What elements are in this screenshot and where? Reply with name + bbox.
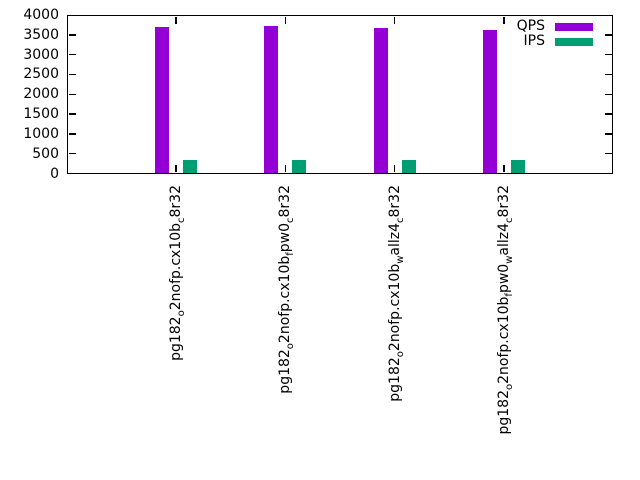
y-tick-left <box>68 93 76 95</box>
x-tick-top <box>393 16 396 24</box>
y-tick-right <box>604 34 612 36</box>
x-label-text: 2nofp.cx10b <box>168 222 185 311</box>
y-tick-left <box>68 73 76 76</box>
y-tick-label: 3500 <box>23 26 59 43</box>
x-label-text: pw0 <box>277 222 294 253</box>
x-category-label: pg182o2nofp.cx10bfpw0c8r32 <box>277 185 297 477</box>
x-label-subscript: w <box>394 255 406 264</box>
x-label-text: allz4 <box>386 222 403 256</box>
x-label-text: 8r32 <box>495 185 512 218</box>
y-tick-label: 1000 <box>23 125 59 142</box>
y-tick-label: 500 <box>32 145 59 162</box>
x-tick-top <box>503 16 505 24</box>
bar-qps-4 <box>482 30 497 174</box>
x-label-text: allz4 <box>495 222 512 256</box>
x-label-text: pw0 <box>495 263 512 294</box>
y-tick-label: 0 <box>50 165 59 182</box>
x-label-text: 8r32 <box>168 185 185 218</box>
x-label-subscript: o <box>503 383 515 390</box>
legend: QPS IPS <box>517 19 593 49</box>
x-tick-bottom <box>393 165 396 172</box>
y-tick-left <box>68 152 76 155</box>
x-label-subscript: c <box>285 217 297 223</box>
x-label-text: 8r32 <box>386 185 403 218</box>
y-tick-right <box>604 152 612 155</box>
y-tick-label: 2500 <box>23 66 59 83</box>
y-tick-left <box>68 133 76 135</box>
legend-label-ips: IPS <box>523 33 545 49</box>
bar-ips-2 <box>292 159 307 174</box>
y-tick-right <box>604 113 612 115</box>
x-label-subscript: c <box>394 217 406 223</box>
x-label-text: pg182 <box>277 349 294 394</box>
x-label-text: 2nofp.cx10b <box>386 263 403 352</box>
x-label-subscript: f <box>285 252 297 256</box>
x-tick-top <box>175 16 177 24</box>
legend-swatch-qps <box>555 22 593 31</box>
y-tick-right <box>604 93 612 95</box>
y-tick-label: 3000 <box>23 46 59 63</box>
x-label-text: pg182 <box>386 357 403 402</box>
bar-qps-2 <box>264 26 279 174</box>
legend-label-qps: QPS <box>516 18 545 34</box>
x-label-text: 2nofp.cx10b <box>277 255 294 344</box>
legend-swatch-ips <box>555 37 593 46</box>
y-tick-right <box>604 133 612 135</box>
bar-qps-1 <box>155 27 170 174</box>
x-label-subscript: w <box>503 255 515 264</box>
y-tick-right <box>604 53 612 56</box>
legend-item-ips: IPS <box>517 34 593 49</box>
x-label-subscript: c <box>503 217 515 223</box>
y-tick-left <box>68 34 76 36</box>
x-tick-bottom <box>503 165 505 172</box>
bar-ips-1 <box>183 159 198 174</box>
x-label-subscript: o <box>394 351 406 358</box>
y-tick-label: 2000 <box>23 86 59 103</box>
bar-qps-3 <box>373 27 388 174</box>
x-category-label: pg182o2nofp.cx10bwallz4c8r32 <box>386 185 406 477</box>
x-label-text: pg182 <box>168 316 185 361</box>
x-tick-bottom <box>175 165 177 172</box>
y-tick-left <box>68 113 76 115</box>
x-tick-bottom <box>284 165 287 172</box>
x-label-subscript: o <box>176 310 187 317</box>
x-category-label: pg182o2nofp.cx10bc8r32 <box>168 185 187 477</box>
x-tick-top <box>284 16 287 24</box>
y-tick-left <box>68 53 76 56</box>
x-label-subscript: o <box>285 343 297 350</box>
x-label-text: 2nofp.cx10b <box>495 296 512 384</box>
x-label-text: 8r32 <box>277 185 294 218</box>
bar-ips-3 <box>401 160 416 174</box>
bar-ips-4 <box>510 160 525 174</box>
legend-item-qps: QPS <box>517 19 593 34</box>
x-category-label: pg182o2nofp.cx10bfpw0wallz4c8r32 <box>495 185 515 477</box>
x-label-subscript: c <box>176 217 187 223</box>
x-label-text: pg182 <box>495 390 512 435</box>
y-tick-label: 1500 <box>23 106 59 123</box>
y-tick-right <box>604 73 612 76</box>
x-label-subscript: f <box>503 293 515 297</box>
y-tick-label: 4000 <box>23 7 59 23</box>
